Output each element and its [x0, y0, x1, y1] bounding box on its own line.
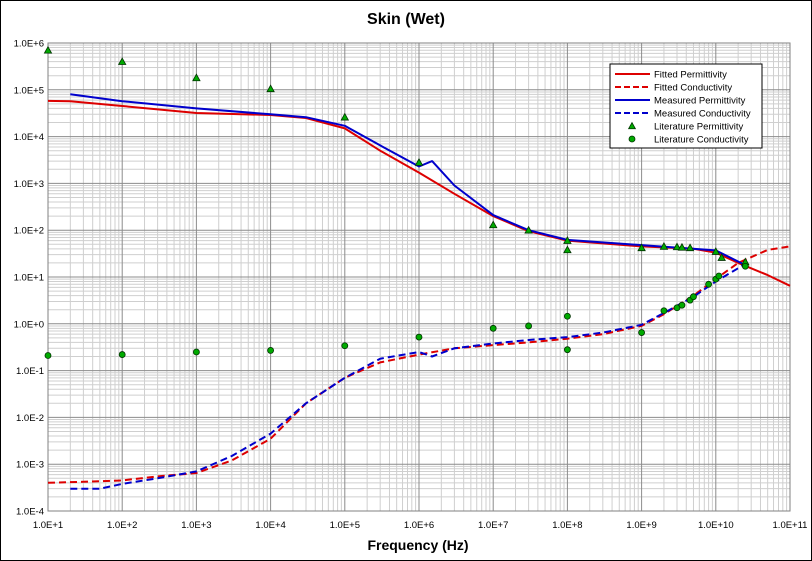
point-literature-conductivity	[564, 346, 571, 354]
legend-swatch	[627, 121, 637, 130]
legend-label: Literature Permittivity	[654, 122, 743, 133]
point-literature-conductivity	[690, 293, 697, 301]
point-literature-conductivity	[660, 307, 668, 315]
series-layer	[43, 45, 791, 490]
x-axis-label: Frequency (Hz)	[367, 537, 468, 553]
series-measured-conductivity	[70, 263, 746, 490]
point-literature-conductivity	[564, 312, 571, 320]
y-tick-label: 1.0E-3	[16, 460, 44, 471]
x-tick-label: 1.0E+4	[255, 520, 285, 531]
x-tick-label: 1.0E+10	[698, 520, 734, 531]
point-literature-permittivity	[672, 242, 682, 251]
x-tick-label: 1.0E+11	[773, 520, 808, 531]
point-literature-permittivity	[563, 245, 572, 254]
legend-label: Fitted Permittivity	[654, 70, 727, 81]
y-tick-label: 1.0E-4	[16, 507, 44, 518]
y-tick-label: 1.0E+4	[14, 132, 44, 143]
point-literature-permittivity	[192, 73, 201, 82]
point-literature-conductivity	[705, 280, 713, 288]
y-axis-ticks: 1.0E-4 1.0E-3 1.0E-2 1.0E-1 1.0E+0 1.0E+1 1.0E…	[14, 39, 44, 518]
point-literature-conductivity	[638, 329, 645, 336]
legend-box	[609, 63, 763, 149]
point-literature-conductivity	[118, 351, 126, 358]
point-literature-conductivity	[715, 272, 723, 280]
y-tick-label: 1.0E-1	[16, 366, 44, 377]
point-literature-conductivity	[678, 301, 686, 309]
legend-entry-measured-conductivity: Measured Conductivity	[615, 109, 751, 120]
point-literature-conductivity	[44, 352, 52, 359]
y-tick-label: 1.0E+3	[14, 179, 44, 190]
point-literature-permittivity	[677, 242, 687, 251]
x-tick-label: 1.0E+1	[33, 520, 63, 531]
point-literature-conductivity	[525, 322, 533, 330]
plot-area	[47, 42, 791, 512]
point-literature-conductivity	[267, 347, 275, 354]
point-literature-conductivity	[341, 342, 349, 350]
chart-title: Skin (Wet)	[367, 11, 445, 28]
legend-swatch	[628, 135, 636, 143]
point-literature-permittivity	[524, 225, 533, 234]
point-literature-conductivity	[489, 324, 497, 332]
point-literature-conductivity	[192, 348, 200, 356]
x-axis-ticks: 1.0E+1 1.0E+2 1.0E+3 1.0E+4 1.0E+5 1.0E+6 1.0E…	[33, 520, 808, 531]
legend: Fitted Permittivity Fitted Conductivity Me…	[609, 63, 763, 149]
point-literature-permittivity	[563, 236, 572, 244]
x-tick-label: 1.0E+9	[626, 520, 656, 531]
x-tick-label: 1.0E+8	[552, 520, 582, 531]
legend-label: Fitted Conductivity	[654, 83, 732, 94]
point-literature-conductivity	[415, 333, 423, 341]
y-tick-label: 1.0E+2	[14, 226, 44, 237]
point-literature-permittivity	[266, 84, 275, 93]
y-tick-label: 1.0E+1	[14, 273, 44, 284]
legend-label: Measured Permittivity	[654, 96, 746, 107]
point-literature-permittivity	[414, 158, 424, 166]
point-literature-permittivity	[685, 243, 695, 252]
point-literature-permittivity	[637, 243, 646, 252]
y-tick-label: 1.0E-2	[16, 413, 44, 424]
legend-label: Measured Conductivity	[654, 109, 751, 120]
x-tick-label: 1.0E+2	[107, 520, 137, 531]
point-literature-permittivity	[717, 253, 726, 261]
legend-entry-fitted-conductivity: Fitted Conductivity	[615, 83, 732, 94]
point-literature-permittivity	[711, 247, 721, 255]
point-literature-permittivity	[488, 220, 498, 229]
x-tick-label: 1.0E+3	[181, 520, 211, 531]
y-tick-label: 1.0E+6	[14, 39, 44, 50]
point-literature-permittivity	[117, 57, 127, 65]
point-literature-permittivity	[340, 112, 350, 121]
x-tick-label: 1.0E+6	[404, 520, 434, 531]
point-literature-permittivity	[43, 45, 53, 54]
legend-entry-literature-permittivity: Literature Permittivity	[627, 121, 743, 133]
x-tick-label: 1.0E+5	[330, 520, 360, 531]
legend-entry-measured-permittivity: Measured Permittivity	[615, 96, 746, 107]
legend-entry-literature-conductivity: Literature Conductivity	[628, 135, 749, 146]
series-measured-permittivity	[70, 93, 746, 266]
legend-label: Literature Conductivity	[654, 135, 749, 146]
y-tick-label: 1.0E+5	[14, 85, 44, 96]
point-literature-permittivity	[659, 242, 669, 250]
x-tick-label: 1.0E+7	[478, 520, 508, 531]
point-literature-conductivity	[741, 262, 749, 270]
legend-entry-fitted-permittivity: Fitted Permittivity	[615, 70, 727, 81]
y-tick-label: 1.0E+0	[14, 319, 44, 330]
